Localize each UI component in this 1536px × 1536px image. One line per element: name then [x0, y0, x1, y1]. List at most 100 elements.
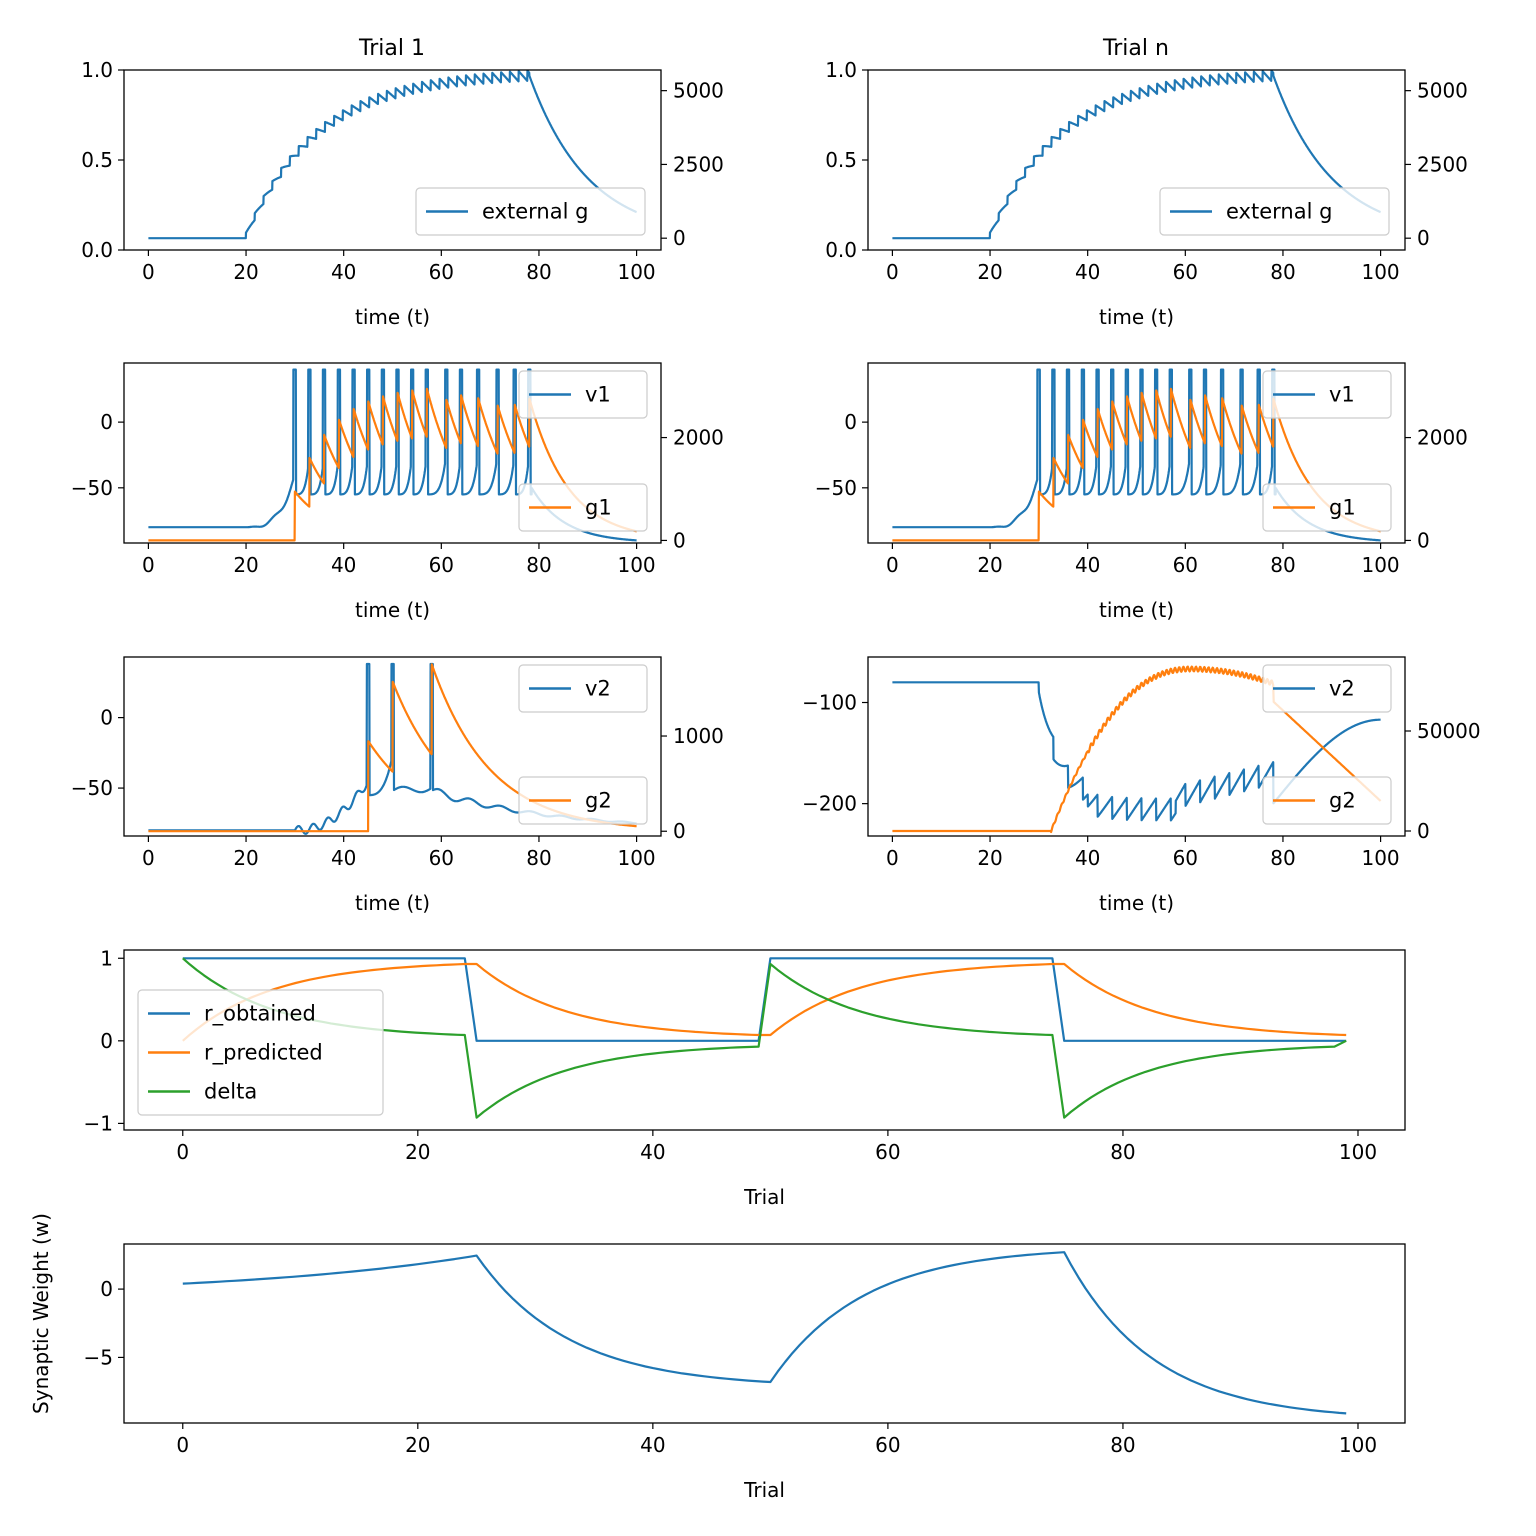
y2-tick-label: 0 — [1417, 819, 1430, 843]
x-tick-label: 80 — [526, 260, 551, 284]
legend-box — [1262, 776, 1392, 825]
y2-tick-label: 2500 — [673, 152, 724, 176]
legend-label: r_predicted — [204, 1041, 323, 1066]
legend-label: v1 — [585, 383, 611, 407]
y-tick-label: 1 — [100, 946, 113, 970]
legend-label: v2 — [585, 677, 611, 701]
y-tick-label: 0.5 — [81, 148, 113, 172]
legend: v2 — [1262, 664, 1392, 713]
x-tick-label: 80 — [526, 846, 551, 870]
y-tick-label: 0.0 — [825, 238, 857, 262]
series-layer — [182, 1251, 1347, 1415]
x-tick-label: 0 — [142, 553, 155, 577]
series-line-r-predicted — [182, 962, 1347, 1042]
series-layer — [891, 70, 1382, 240]
x-tick-label: 80 — [1270, 553, 1295, 577]
x-tick-label: 40 — [1075, 553, 1100, 577]
x-tick-label: 80 — [1110, 1433, 1135, 1457]
legend-box — [137, 989, 384, 1116]
y-tick-label: −1 — [84, 1111, 113, 1135]
panel-trial-1-v1-g1: 0 20 40 60 80 100 −50 0 0 2000 time (t) v1 g1 — [71, 362, 724, 622]
legend: external g — [1159, 187, 1390, 236]
series-layer — [891, 665, 1382, 834]
x-tick-label: 40 — [640, 1140, 665, 1164]
x-tick-label: 100 — [617, 846, 655, 870]
legend-label: g2 — [1329, 789, 1356, 813]
x-tick-label: 100 — [617, 260, 655, 284]
y-tick-label: 0 — [100, 1029, 113, 1053]
y-tick-label: −100 — [802, 691, 857, 715]
x-tick-label: 40 — [640, 1433, 665, 1457]
legend: g2 — [1262, 776, 1392, 825]
x-tick-label: 0 — [886, 260, 899, 284]
x-axis-label: time (t) — [1099, 891, 1174, 915]
panel-title: Trial n — [1102, 36, 1169, 61]
x-tick-label: 100 — [1339, 1433, 1377, 1457]
x-tick-label: 80 — [526, 553, 551, 577]
x-tick-label: 20 — [977, 260, 1002, 284]
legend: g2 — [518, 776, 648, 825]
legend: v2 — [518, 664, 648, 713]
x-tick-label: 20 — [233, 260, 258, 284]
x-tick-label: 40 — [331, 553, 356, 577]
series-line-v2 — [891, 681, 1382, 822]
y2-tick-label: 0 — [1417, 226, 1430, 250]
y2-tick-label: 2500 — [1417, 152, 1468, 176]
y-tick-label: 0 — [100, 1277, 113, 1301]
x-tick-label: 60 — [1173, 846, 1198, 870]
legend: g1 — [518, 483, 648, 532]
legend-label: r_obtained — [204, 1002, 316, 1027]
legend-box — [518, 483, 648, 532]
legend-box — [518, 664, 648, 713]
x-tick-label: 40 — [1075, 846, 1100, 870]
panel-trial-1-v2-g2: 0 20 40 60 80 100 −50 0 0 1000 time (t) v2 g2 — [71, 656, 724, 915]
x-tick-label: 20 — [977, 553, 1002, 577]
x-tick-label: 100 — [1361, 846, 1399, 870]
legend-box — [1262, 664, 1392, 713]
x-axis-label: Trial — [743, 1185, 785, 1209]
legend-label: delta — [204, 1080, 257, 1104]
x-tick-label: 100 — [617, 553, 655, 577]
x-tick-label: 20 — [977, 846, 1002, 870]
axes-frame — [867, 362, 1406, 544]
legend-label: g1 — [585, 496, 612, 520]
x-tick-label: 20 — [405, 1140, 430, 1164]
y2-tick-label: 0 — [673, 226, 686, 250]
x-tick-label: 80 — [1270, 846, 1295, 870]
x-axis-label: time (t) — [355, 305, 430, 329]
x-tick-label: 60 — [875, 1140, 900, 1164]
x-axis-label: time (t) — [355, 598, 430, 622]
series-line-external-g — [891, 70, 1382, 240]
x-axis-label: time (t) — [1099, 598, 1174, 622]
x-tick-label: 60 — [1173, 260, 1198, 284]
y2-tick-label: 2000 — [1417, 426, 1468, 450]
y2-tick-label: 1000 — [673, 724, 724, 748]
panel-trial-1-external-g: Trial 1 0 20 40 60 80 100 0.0 0.5 1.0 0 2500 5000 ti… — [81, 36, 724, 329]
legend-box — [1159, 187, 1390, 236]
x-tick-label: 40 — [331, 260, 356, 284]
y-tick-label: 0.5 — [825, 148, 857, 172]
panel-title: Trial 1 — [358, 36, 425, 61]
x-tick-label: 80 — [1270, 260, 1295, 284]
y-tick-label: −50 — [71, 476, 113, 500]
axes-frame — [867, 656, 1406, 837]
x-tick-label: 20 — [233, 553, 258, 577]
y-tick-label: 0 — [100, 410, 113, 434]
legend-box — [518, 776, 648, 825]
panel-synaptic-weight: 0 20 40 60 80 100 −5 0 Trial Synaptic Weight (w) — [29, 1213, 1406, 1502]
legend: external g — [415, 187, 646, 236]
y2-tick-label: 0 — [673, 528, 686, 552]
x-tick-label: 40 — [1075, 260, 1100, 284]
x-tick-label: 60 — [1173, 553, 1198, 577]
series-line-g2 — [891, 665, 1382, 834]
x-tick-label: 0 — [886, 553, 899, 577]
x-tick-label: 60 — [875, 1433, 900, 1457]
y2-tick-label: 2000 — [673, 426, 724, 450]
x-axis-label: time (t) — [1099, 305, 1174, 329]
x-axis-label: Trial — [743, 1478, 785, 1502]
panel-trial-n-v2-g2: 0 20 40 60 80 100 −200 −100 0 50000 time (t) v2 g2 — [802, 656, 1481, 915]
panel-trial-n-v1-g1: 0 20 40 60 80 100 −50 0 0 2000 time (t) v1 g1 — [815, 362, 1468, 622]
y-tick-label: 0 — [100, 706, 113, 730]
series-line-g1 — [891, 387, 1382, 542]
x-tick-label: 0 — [142, 846, 155, 870]
